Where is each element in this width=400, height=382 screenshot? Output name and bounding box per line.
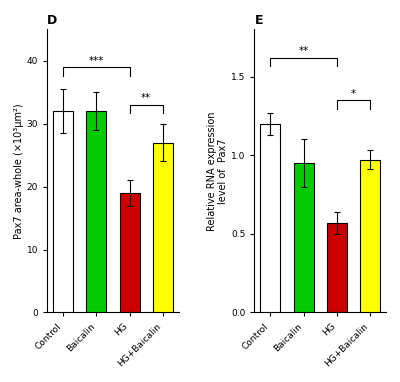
Text: *: *: [351, 89, 356, 99]
Bar: [86, 111, 106, 312]
Bar: [327, 223, 347, 312]
Bar: [120, 193, 140, 312]
Text: E: E: [254, 14, 263, 27]
Bar: [153, 142, 173, 312]
Y-axis label: Relative RNA expression
level of  Pax7: Relative RNA expression level of Pax7: [207, 111, 228, 231]
Text: **: **: [141, 94, 152, 104]
Bar: [360, 160, 380, 312]
Bar: [53, 111, 73, 312]
Text: **: **: [298, 46, 309, 56]
Y-axis label: Pax7 area-whole (×10³μm²): Pax7 area-whole (×10³μm²): [14, 103, 24, 239]
Bar: [260, 124, 280, 312]
Text: ***: ***: [89, 56, 104, 66]
Bar: [294, 163, 314, 312]
Text: D: D: [47, 14, 58, 27]
